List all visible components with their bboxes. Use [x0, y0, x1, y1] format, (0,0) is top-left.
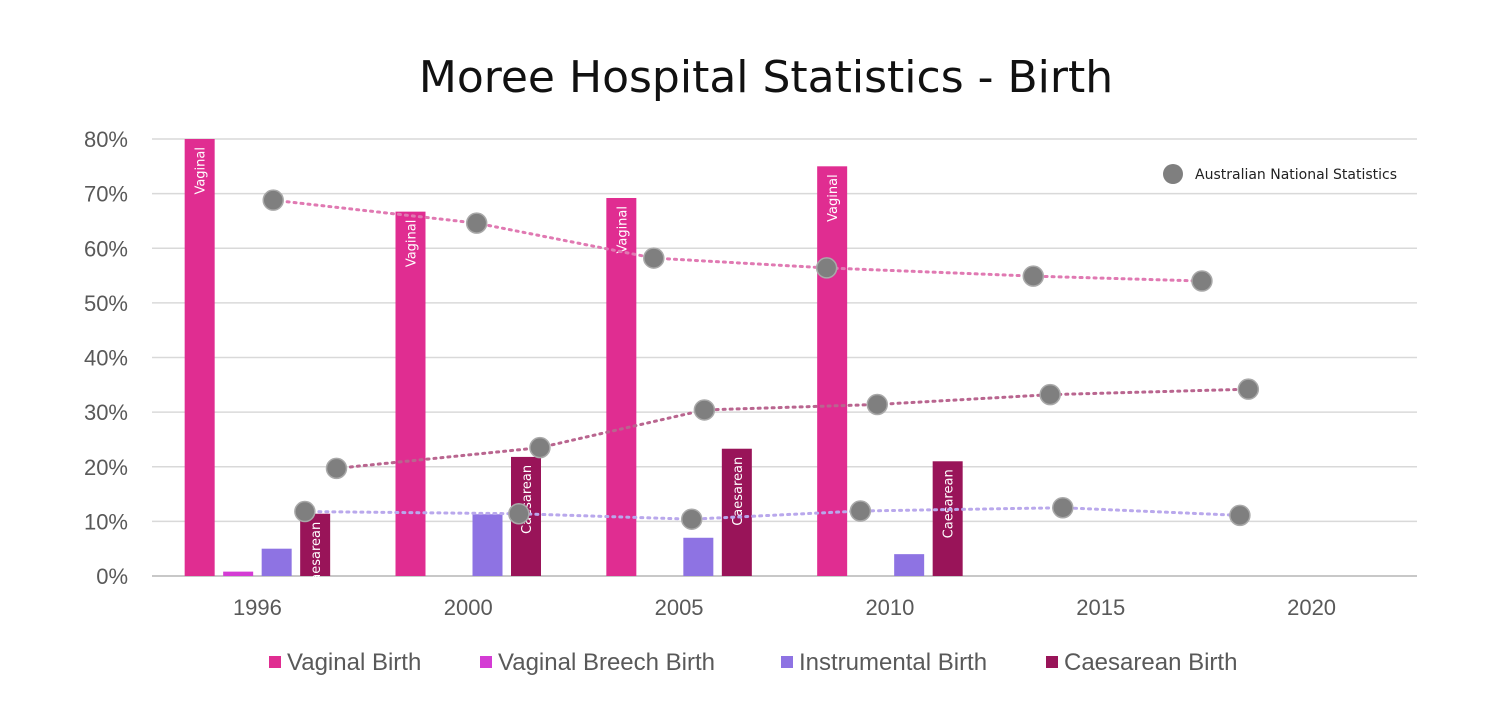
legend-label: Vaginal Birth: [287, 649, 421, 676]
national-point: [1229, 504, 1251, 527]
national-point: [815, 257, 838, 279]
x-tick-label: 2020: [1287, 595, 1336, 620]
legend-label: Instrumental Birth: [799, 649, 987, 676]
bar-data-label: Vaginal: [194, 147, 209, 195]
national-point: [465, 212, 488, 234]
national-point: [866, 393, 889, 416]
gridlines: [152, 138, 1417, 577]
bar-data-label: Caesarean: [731, 457, 746, 526]
national-line-caesarean: [334, 387, 1250, 470]
legend-swatch: [781, 656, 793, 668]
national-point: [325, 457, 348, 480]
national-statistics-legend: Australian National Statistics: [1163, 164, 1397, 184]
bar-instrumental-birth: [261, 548, 292, 576]
y-tick-label: 0%: [96, 564, 128, 589]
national-point: [1022, 265, 1045, 287]
legend-label: Caesarean Birth: [1064, 649, 1237, 676]
y-tick-label: 80%: [84, 127, 128, 152]
bar-data-label: Caesarean: [942, 469, 957, 538]
y-tick-label: 60%: [84, 236, 128, 261]
bar-vaginal-birth: [817, 166, 848, 576]
national-line-vaginal: [271, 198, 1204, 283]
bar-vaginal-birth: [184, 139, 215, 576]
national-statistics-lines: [262, 189, 1260, 530]
bar-data-label: Caesarean: [309, 522, 324, 591]
bars: Vaginal Vaginal Vaginal Vaginal Caesarean Cae…: [184, 139, 963, 591]
bar-data-label: Vaginal: [826, 174, 841, 222]
bar-vaginal-breech-birth: [223, 571, 254, 576]
legend-swatch: [480, 656, 492, 668]
bar-caesarean-birth: [721, 448, 752, 576]
bar-instrumental-birth: [683, 537, 714, 576]
national-statistics-legend-label: Australian National Statistics: [1195, 167, 1397, 183]
national-point: [693, 399, 716, 421]
national-point: [1039, 383, 1061, 406]
y-tick-label: 40%: [84, 346, 128, 371]
chart-title: Moree Hospital Statistics - Birth: [419, 52, 1113, 103]
bar-vaginal-birth: [395, 211, 426, 576]
national-point: [849, 500, 872, 522]
national-line-instrumental: [303, 506, 1242, 521]
legend-label: Vaginal Breech Birth: [498, 649, 715, 676]
bar-data-label: Vaginal: [405, 220, 420, 268]
y-tick-label: 70%: [84, 182, 128, 207]
y-tick-label: 50%: [84, 291, 128, 316]
national-point: [1052, 496, 1074, 519]
x-axis-ticks: 1996 2000 2005 2010 2015 2020: [233, 595, 1336, 620]
bar-vaginal-birth: [606, 197, 637, 576]
bar-data-label: Vaginal: [615, 206, 630, 254]
y-tick-label: 10%: [84, 509, 128, 534]
x-tick-label: 2005: [655, 595, 704, 620]
national-point: [294, 500, 316, 523]
legend-swatch: [269, 656, 281, 668]
legend-swatch: [1046, 656, 1058, 668]
legend: Vaginal Birth Vaginal Breech Birth Instrum…: [269, 649, 1237, 676]
national-point: [529, 436, 551, 459]
bar-instrumental-birth: [472, 514, 503, 576]
national-point: [1191, 270, 1213, 292]
x-tick-label: 2010: [865, 595, 914, 620]
y-tick-label: 20%: [84, 455, 128, 480]
x-tick-label: 2015: [1076, 595, 1125, 620]
national-point: [508, 502, 530, 525]
y-tick-label: 30%: [84, 400, 128, 425]
bar-instrumental-birth: [894, 554, 925, 576]
x-tick-label: 1996: [233, 595, 282, 620]
bar-caesarean-birth: [932, 461, 963, 576]
national-point: [643, 247, 665, 269]
bar-caesarean-birth: [300, 513, 331, 576]
national-point: [1237, 378, 1260, 400]
x-tick-label: 2000: [444, 595, 493, 620]
national-statistics-legend-marker: [1163, 164, 1183, 184]
y-axis-ticks: 0% 10% 20% 30% 40% 50% 60% 70% 80%: [84, 127, 128, 589]
national-point: [680, 508, 703, 530]
national-point: [262, 189, 284, 211]
